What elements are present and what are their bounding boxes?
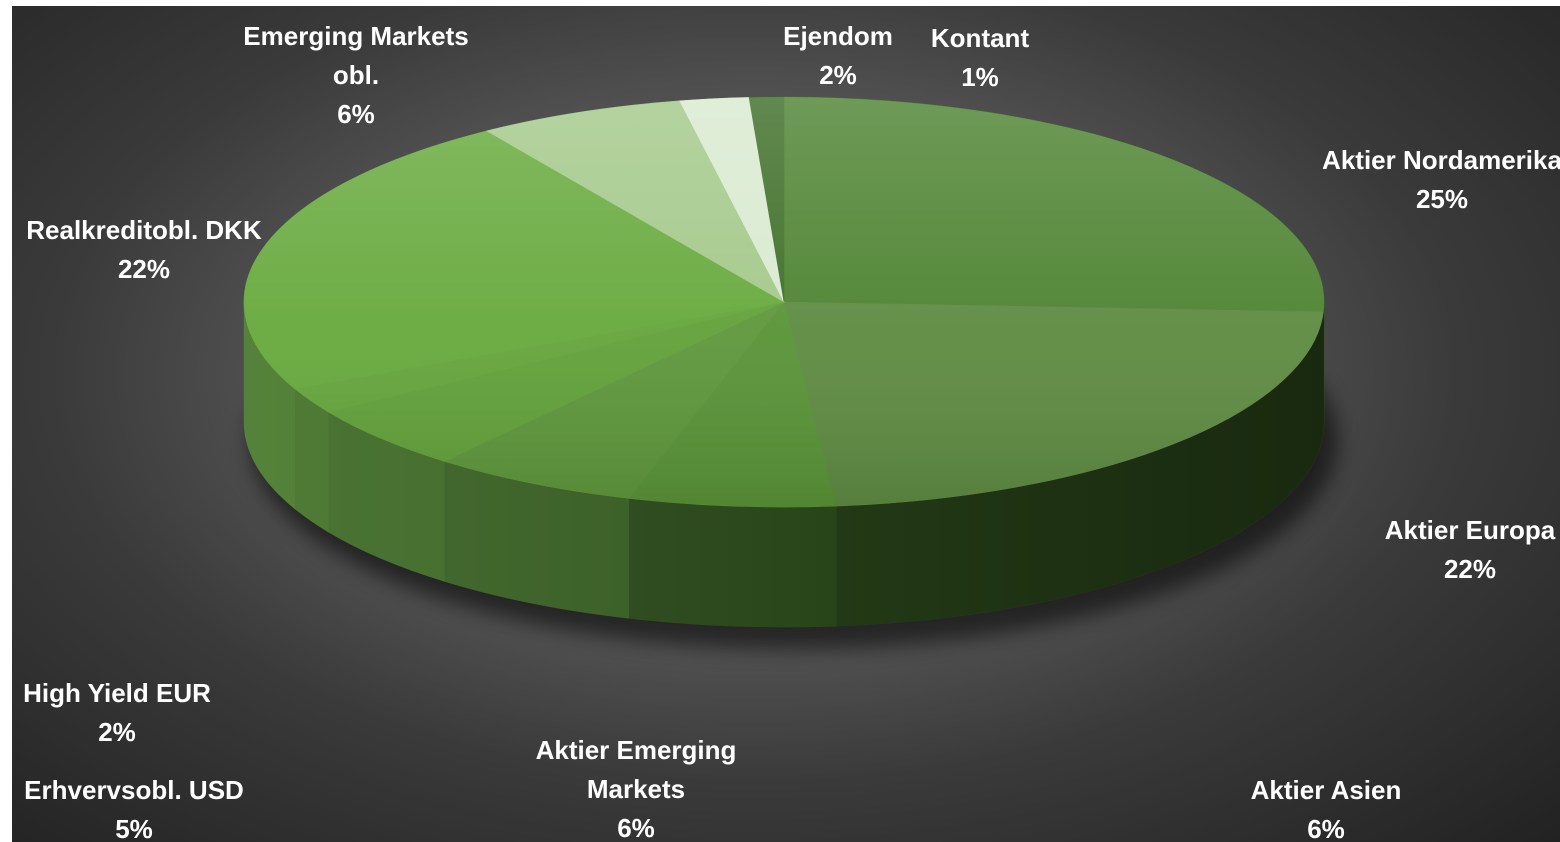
slice-label-percent: 2% <box>98 717 136 747</box>
slice-label-name: Erhvervsobl. USD <box>24 775 244 805</box>
slice-label-percent: 6% <box>1307 814 1345 842</box>
slice-label-name: Kontant <box>930 23 1030 53</box>
slice-label-percent: 6% <box>337 99 375 129</box>
pie-side-shading <box>244 302 1324 627</box>
slice-label-name: Aktier Emerging <box>535 735 737 765</box>
slice-label-aktier-nordamerika: Aktier Nordamerika 25% <box>1322 141 1560 219</box>
slice-label-percent: 5% <box>115 814 153 842</box>
slice-label-aktier-europa: Aktier Europa 22% <box>1385 511 1556 589</box>
slice-label-kontant: Kontant 1% <box>931 19 1029 97</box>
slice-label-name: Ejendom <box>783 21 893 51</box>
slice-label-percent: 22% <box>1443 554 1497 584</box>
slice-label-name: Markets <box>586 774 686 804</box>
chart-area: Aktier Nordamerika 25% Aktier Europa 22% Akt… <box>12 6 1560 842</box>
slice-label-aktier-asien: Aktier Asien 6% <box>1251 771 1402 842</box>
slice-label-name: Aktier Nordamerika <box>1322 145 1560 175</box>
slice-label-aktier-emerging-markets: Aktier Emerging Markets 6% <box>536 731 737 842</box>
slice-label-realkreditobl-dkk: Realkreditobl. DKK 22% <box>26 211 262 289</box>
pie-top-gloss <box>244 97 1324 507</box>
slice-label-name: obl. <box>332 60 380 90</box>
slice-label-name: Aktier Europa <box>1384 515 1556 545</box>
slice-label-high-yield-eur: High Yield EUR 2% <box>23 674 211 752</box>
slice-label-name: Aktier Asien <box>1250 775 1402 805</box>
slice-label-percent: 1% <box>961 62 999 92</box>
slice-label-name: Emerging Markets <box>243 21 469 51</box>
pie-chart <box>243 96 1338 649</box>
slice-label-erhvervsobl-usd: Erhvervsobl. USD 5% <box>24 771 244 842</box>
slice-label-name: High Yield EUR <box>23 678 211 708</box>
slice-label-percent: 22% <box>117 254 171 284</box>
slice-label-percent: 25% <box>1415 184 1469 214</box>
slice-label-percent: 6% <box>617 813 655 842</box>
slice-label-emerging-markets-obl: Emerging Markets obl. 6% <box>243 17 468 134</box>
slice-label-ejendom: Ejendom 2% <box>783 17 893 95</box>
slice-label-percent: 2% <box>819 60 857 90</box>
slice-label-name: Realkreditobl. DKK <box>26 215 262 245</box>
